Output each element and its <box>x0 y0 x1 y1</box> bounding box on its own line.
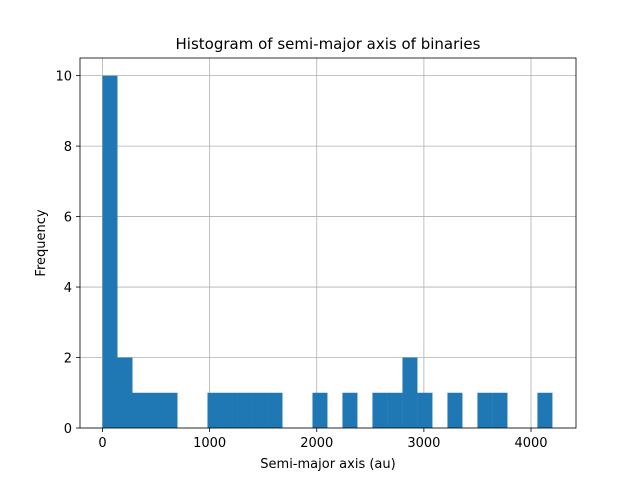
histogram-bar <box>102 75 118 428</box>
histogram-bar <box>477 392 493 428</box>
x-axis-title: Semi-major axis (au) <box>260 457 395 472</box>
y-tick-label: 2 <box>64 352 72 367</box>
histogram-bar <box>117 357 133 428</box>
histogram-bar <box>387 392 403 428</box>
histogram-bar <box>312 392 328 428</box>
chart-title: Histogram of semi-major axis of binaries <box>176 35 481 53</box>
x-tick-label: 3000 <box>407 436 440 451</box>
histogram-bar <box>537 392 553 428</box>
histogram-bar <box>237 392 253 428</box>
histogram-bar <box>162 392 178 428</box>
histogram-bars <box>102 75 553 428</box>
x-tick-label: 1000 <box>193 436 226 451</box>
histogram-bar <box>207 392 223 428</box>
y-tick-label: 6 <box>64 211 72 226</box>
x-tick-label: 2000 <box>300 436 333 451</box>
y-axis-ticks: 0 2 4 6 8 10 <box>55 70 80 437</box>
histogram-bar <box>447 392 463 428</box>
x-axis-ticks: 0 1000 2000 3000 4000 <box>98 428 548 451</box>
grid-lines <box>80 58 576 429</box>
histogram-bar <box>417 392 433 428</box>
plot-frame <box>79 57 577 429</box>
plot-area-background <box>80 58 576 428</box>
histogram-bar <box>222 392 238 428</box>
histogram-bar <box>372 392 388 428</box>
y-axis-title: Frequency <box>34 209 49 276</box>
x-tick-label: 0 <box>98 436 106 451</box>
histogram-bar <box>267 392 283 428</box>
histogram-bar <box>147 392 163 428</box>
y-tick-label: 10 <box>55 70 72 85</box>
histogram-bar <box>402 357 418 428</box>
y-tick-label: 8 <box>64 140 72 155</box>
y-tick-label: 0 <box>64 422 72 437</box>
y-tick-label: 4 <box>64 281 72 296</box>
histogram-bar <box>252 392 268 428</box>
x-tick-label: 4000 <box>514 436 547 451</box>
histogram-bar <box>492 392 508 428</box>
histogram-bar <box>132 392 148 428</box>
histogram-bar <box>342 392 358 428</box>
